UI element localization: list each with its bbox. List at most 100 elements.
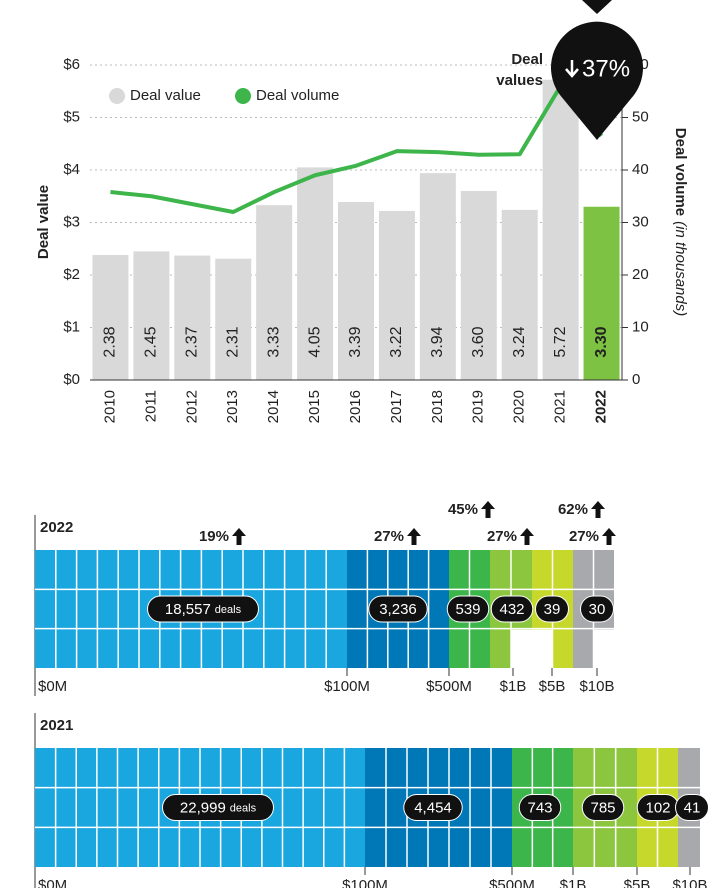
change-arrow: [407, 528, 421, 545]
bar-value-label: 2.45: [143, 326, 160, 357]
x-tick-label: 2022: [593, 390, 610, 423]
y-tick-label: $2: [63, 266, 80, 283]
x-tick-label: 2014: [265, 390, 282, 423]
deal-pill: [147, 595, 259, 623]
y-tick-label: $3: [63, 213, 80, 230]
deal-pill: [490, 595, 534, 623]
deal-pill: [368, 595, 428, 623]
change-arrow: [520, 528, 534, 545]
bar: [378, 210, 415, 380]
volume-line: [110, 84, 604, 214]
x-tick-label: 2016: [347, 390, 364, 423]
y2-axis-title-note: (in thousands): [672, 221, 689, 316]
bar-value-label: 3.39: [347, 326, 364, 357]
deal-count-value: 41: [684, 799, 701, 816]
deal-pill: [675, 794, 709, 821]
deal-count: 41: [684, 799, 701, 816]
legend-swatch: [109, 88, 125, 104]
deal-count-value: 30: [589, 601, 606, 618]
x-tick-label: 2015: [306, 390, 323, 423]
x-tick-label: 2017: [388, 390, 405, 423]
x-tick-label: 2010: [101, 390, 118, 423]
change-arrow: [481, 501, 495, 518]
bar: [297, 167, 334, 380]
change-label: 45%: [448, 501, 478, 518]
deal-unit: deals: [215, 604, 242, 616]
band-axis-label: $1B: [500, 678, 527, 695]
bar: [460, 191, 497, 380]
deal-count-value: 3,236: [379, 601, 417, 618]
bar: [215, 258, 252, 380]
x-tick-label: 2012: [183, 390, 200, 423]
deal-count-value: 18,557: [165, 601, 211, 618]
change-label: 19%: [199, 528, 229, 545]
x-tick-label: 2020: [511, 390, 528, 423]
deal-count: 18,557 deals: [165, 601, 242, 618]
y-tick-label: $4: [63, 161, 80, 178]
bar-value-label: 4.05: [306, 326, 323, 357]
bar-value-label: 3.33: [265, 326, 282, 357]
deal-count-value: 539: [455, 601, 480, 618]
change-arrow: [591, 501, 605, 518]
bar: [92, 255, 129, 380]
deal-count-value: 4,454: [414, 799, 452, 816]
band-axis-label: $100M: [324, 678, 370, 695]
row-year: 2022: [40, 519, 73, 536]
x-tick-label: 2011: [142, 390, 159, 422]
bar-value-label: 3.30: [593, 326, 610, 357]
x-tick-label: 2021: [552, 390, 569, 423]
deal-pill: [446, 595, 490, 623]
change-label: 27%: [569, 528, 599, 545]
legend-swatch: [235, 88, 251, 104]
deal-count: 743: [527, 799, 552, 816]
band-axis-label: $500M: [489, 877, 535, 888]
bar-value-label: 3.24: [511, 326, 528, 357]
bar-value-label: 3.94: [429, 326, 446, 357]
annotation-label: values: [496, 72, 543, 89]
y2-tick-label: 40: [632, 161, 649, 178]
deal-count: 785: [590, 799, 615, 816]
bar-value-label: 3.60: [470, 326, 487, 357]
deal-count: 432: [499, 601, 524, 618]
bar: [501, 209, 538, 380]
deal-unit: deals: [230, 802, 257, 814]
deal-pill: [580, 595, 614, 623]
deal-count: 102: [645, 799, 670, 816]
y-tick-label: $6: [63, 56, 80, 73]
deal-count: 4,454: [414, 799, 452, 816]
deal-count-value: 39: [544, 601, 561, 618]
empty-cell: [594, 629, 614, 669]
bar-value-label: 5.72: [552, 326, 569, 357]
change-arrow: [602, 528, 616, 545]
band-axis-label: $100M: [342, 877, 388, 888]
deal-pill: [581, 794, 625, 821]
bar-value-label: 2.38: [102, 326, 119, 357]
deal-count: 3,236: [379, 601, 417, 618]
x-tick-label: 2018: [429, 390, 446, 423]
deal-count: 22,999 deals: [180, 799, 257, 816]
band-axis-label: $0M: [38, 877, 67, 888]
band-axis-label: $10B: [579, 678, 614, 695]
deal-count-value: 102: [645, 799, 670, 816]
annotation-label: Deal: [511, 51, 543, 68]
x-tick-label: 2013: [224, 390, 241, 423]
y2-tick-label: 30: [632, 213, 649, 230]
bar: [419, 173, 456, 380]
band-axis-label: $5B: [539, 678, 566, 695]
empty-cell: [532, 629, 553, 669]
deal-pill: [403, 794, 463, 821]
change-label: 27%: [487, 528, 517, 545]
y2-axis-title-main: Deal volume: [672, 128, 689, 216]
bar: [338, 202, 374, 380]
legend-label: Deal volume: [256, 87, 339, 104]
callout-change: 37%: [582, 55, 630, 82]
deal-count: 539: [455, 601, 480, 618]
bar: [583, 206, 620, 380]
change-label: 62%: [558, 501, 588, 518]
band-axis-label: $0M: [38, 678, 67, 695]
deal-count-value: 22,999: [180, 799, 226, 816]
y2-axis-title: Deal volume (in thousands): [672, 128, 689, 316]
bar: [542, 79, 579, 380]
y-tick-label: $5: [63, 108, 80, 125]
y-axis-title: Deal value: [35, 185, 52, 259]
